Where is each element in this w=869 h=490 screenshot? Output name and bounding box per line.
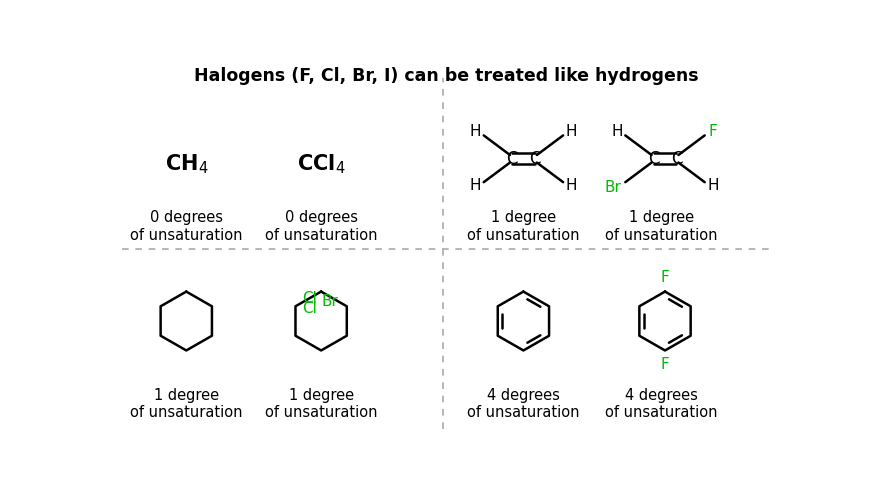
Text: H: H (469, 124, 481, 139)
Text: C: C (528, 150, 540, 168)
Text: Cl: Cl (302, 301, 316, 316)
Text: 1 degree
of unsaturation: 1 degree of unsaturation (605, 211, 717, 243)
Text: H: H (565, 178, 576, 194)
Text: C: C (506, 150, 517, 168)
Text: H: H (706, 178, 718, 194)
Text: CCl$_4$: CCl$_4$ (296, 153, 345, 176)
Text: 4 degrees
of unsaturation: 4 degrees of unsaturation (467, 388, 579, 420)
Text: Cl: Cl (302, 291, 316, 306)
Text: CH$_4$: CH$_4$ (164, 153, 208, 176)
Text: Br: Br (604, 180, 620, 195)
Text: F: F (660, 357, 668, 372)
Text: 0 degrees
of unsaturation: 0 degrees of unsaturation (264, 211, 377, 243)
Text: H: H (611, 124, 622, 139)
Text: 0 degrees
of unsaturation: 0 degrees of unsaturation (129, 211, 242, 243)
Text: F: F (660, 270, 668, 285)
Text: 1 degree
of unsaturation: 1 degree of unsaturation (467, 211, 579, 243)
Text: H: H (565, 124, 576, 139)
Text: C: C (647, 150, 659, 168)
Text: H: H (469, 178, 481, 194)
Text: C: C (670, 150, 681, 168)
Text: Halogens (F, Cl, Br, I) can be treated like hydrogens: Halogens (F, Cl, Br, I) can be treated l… (193, 67, 698, 85)
Text: 1 degree
of unsaturation: 1 degree of unsaturation (264, 388, 377, 420)
Text: F: F (707, 124, 716, 139)
Text: 4 degrees
of unsaturation: 4 degrees of unsaturation (605, 388, 717, 420)
Text: Br: Br (322, 294, 338, 309)
Text: 1 degree
of unsaturation: 1 degree of unsaturation (129, 388, 242, 420)
